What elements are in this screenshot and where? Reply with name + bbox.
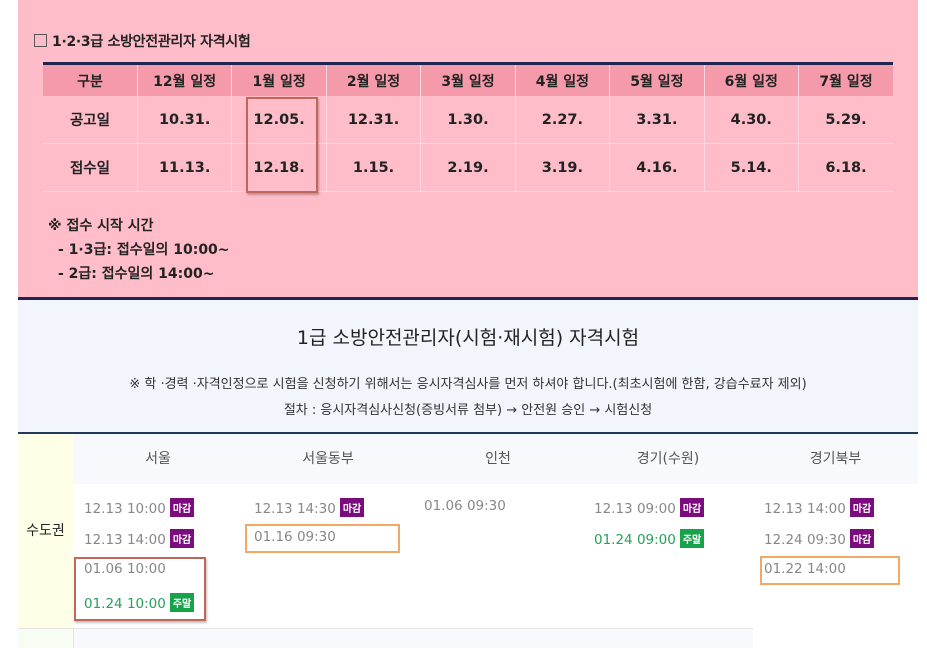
row-label: 공고일: [43, 96, 138, 144]
closed-badge: 마감: [169, 529, 195, 548]
header-cell: 5월 일정: [609, 62, 705, 96]
notes-line: - 1·3급: 접수일의 10:00~: [58, 242, 230, 258]
schedule-header-row: 구분 12월 일정 1월 일정 2월 일정 3월 일정 4월 일정 5월 일정 …: [43, 62, 893, 96]
table-cell: 12.31.: [326, 96, 422, 144]
weekend-badge: 주말: [169, 593, 195, 612]
exam-slot[interactable]: 01.06 09:30: [424, 498, 506, 514]
table-cell: 2.27.: [515, 96, 611, 144]
exam-slot[interactable]: 01.22 14:00: [764, 561, 846, 577]
exam-procedure-note: 절차 : 응시자격심사신청(증빙서류 첨부) → 안전원 승인 → 시험신청: [283, 403, 653, 418]
schedule-panel: 1·2·3급 소방안전관리자 자격시험 구분 12월 일정 1월 일정 2월 일…: [18, 0, 918, 298]
header-cell: 1월 일정: [231, 62, 327, 96]
venue-header: 경기북부: [753, 434, 918, 484]
header-cell: 12월 일정: [137, 62, 233, 96]
highlight-box-seoul-east: [245, 524, 400, 553]
table-cell: 3.19.: [515, 143, 611, 192]
table-row-announce: 공고일 10.31. 12.05. 12.31. 1.30. 2.27. 3.3…: [43, 96, 893, 144]
region-label: 수도권: [26, 523, 65, 539]
table-cell: 2.19.: [420, 143, 516, 192]
table-cell: 6.18.: [798, 143, 893, 192]
table-cell: 1.30.: [420, 96, 516, 144]
schedule-title: 1·2·3급 소방안전관리자 자격시험: [34, 31, 251, 51]
table-cell: 10.31.: [137, 96, 233, 144]
venue-column-gyeonggi-north: 경기북부 12.13 14:00 마감 12.24 09:30 마감 01.22 1…: [753, 434, 918, 628]
next-venue-header: [584, 628, 753, 648]
next-region-cell: [18, 628, 74, 648]
schedule-table: 구분 12월 일정 1월 일정 2월 일정 3월 일정 4월 일정 5월 일정 …: [43, 62, 893, 192]
venue-column-gyeonggi-suwon: 경기(수원) 12.13 09:00 마감 01.24 09:00 주말: [583, 434, 754, 628]
checkbox-square-icon: [34, 34, 47, 47]
next-venue-header: [74, 628, 245, 648]
notes-heading: ※ 접수 시작 시간: [48, 218, 154, 234]
exam-slot[interactable]: 12.24 09:30 마감: [764, 529, 875, 548]
highlight-box-seoul: [74, 557, 206, 621]
table-cell: 12.05.: [231, 96, 327, 144]
exam-title: 1급 소방안전관리자(시험·재시험) 자격시험: [296, 327, 640, 349]
exam-slot-weekend[interactable]: 01.24 10:00 주말: [84, 593, 195, 612]
exam-slot[interactable]: 12.13 09:00 마감: [594, 498, 705, 517]
table-cell: 11.13.: [137, 143, 233, 192]
exam-eligibility-note: ※ 학 ·경력 ·자격인정으로 시험을 신청하기 위해서는 응시자격심사를 먼저…: [129, 377, 807, 392]
table-cell: 5.14.: [704, 143, 800, 192]
table-cell: 12.18.: [231, 143, 327, 192]
venue-header: 경기(수원): [583, 434, 753, 484]
header-cell: 2월 일정: [326, 62, 422, 96]
venue-header: 서울동부: [243, 434, 413, 484]
closed-badge: 마감: [169, 498, 195, 517]
exam-slot[interactable]: 12.13 14:00 마감: [84, 529, 195, 548]
closed-badge: 마감: [849, 498, 875, 517]
region-cell: 수도권: [18, 434, 74, 628]
weekend-badge: 주말: [679, 529, 705, 548]
registration-time-notes: ※ 접수 시작 시간 - 1·3급: 접수일의 10:00~ - 2급: 접수일…: [48, 214, 230, 286]
closed-badge: 마감: [849, 529, 875, 548]
table-cell: 1.15.: [326, 143, 422, 192]
header-cell: 6월 일정: [704, 62, 800, 96]
header-cell: 구분: [43, 62, 138, 96]
row-label: 접수일: [43, 143, 138, 192]
exam-slot-weekend[interactable]: 01.24 09:00 주말: [594, 529, 705, 548]
venue-header: 서울: [73, 434, 243, 484]
exam-slot[interactable]: 12.13 14:30 마감: [254, 498, 365, 517]
table-cell: 3.31.: [609, 96, 705, 144]
closed-badge: 마감: [679, 498, 705, 517]
grid-top-border: [18, 432, 918, 434]
notes-line: - 2급: 접수일의 14:00~: [58, 266, 215, 282]
closed-badge: 마감: [339, 498, 365, 517]
venue-column-seoul: 서울 12.13 10:00 마감 12.13 14:00 마감 01.06 10:…: [73, 434, 244, 628]
table-cell: 5.29.: [798, 96, 893, 144]
exam-info-panel: [18, 300, 918, 432]
venue-column-seoul-east: 서울동부 12.13 14:30 마감 01.16 09:30: [243, 434, 414, 628]
highlight-box-gyeonggi-north: [760, 556, 900, 585]
table-cell: 4.16.: [609, 143, 705, 192]
next-venue-header: [414, 628, 585, 648]
exam-slot[interactable]: 01.06 10:00: [84, 561, 166, 577]
exam-slot[interactable]: 12.13 14:00 마감: [764, 498, 875, 517]
section-divider: [18, 297, 918, 300]
header-cell: 3월 일정: [420, 62, 516, 96]
table-row-registration: 접수일 11.13. 12.18. 1.15. 2.19. 3.19. 4.16…: [43, 143, 893, 192]
exam-slot[interactable]: 12.13 10:00 마감: [84, 498, 195, 517]
venue-column-incheon: 인천 01.06 09:30: [413, 434, 584, 628]
next-venue-header: [244, 628, 415, 648]
table-cell: 4.30.: [704, 96, 800, 144]
venue-header: 인천: [413, 434, 583, 484]
header-cell: 4월 일정: [515, 62, 611, 96]
exam-slot[interactable]: 01.16 09:30: [254, 529, 336, 545]
header-cell: 7월 일정: [798, 62, 893, 96]
